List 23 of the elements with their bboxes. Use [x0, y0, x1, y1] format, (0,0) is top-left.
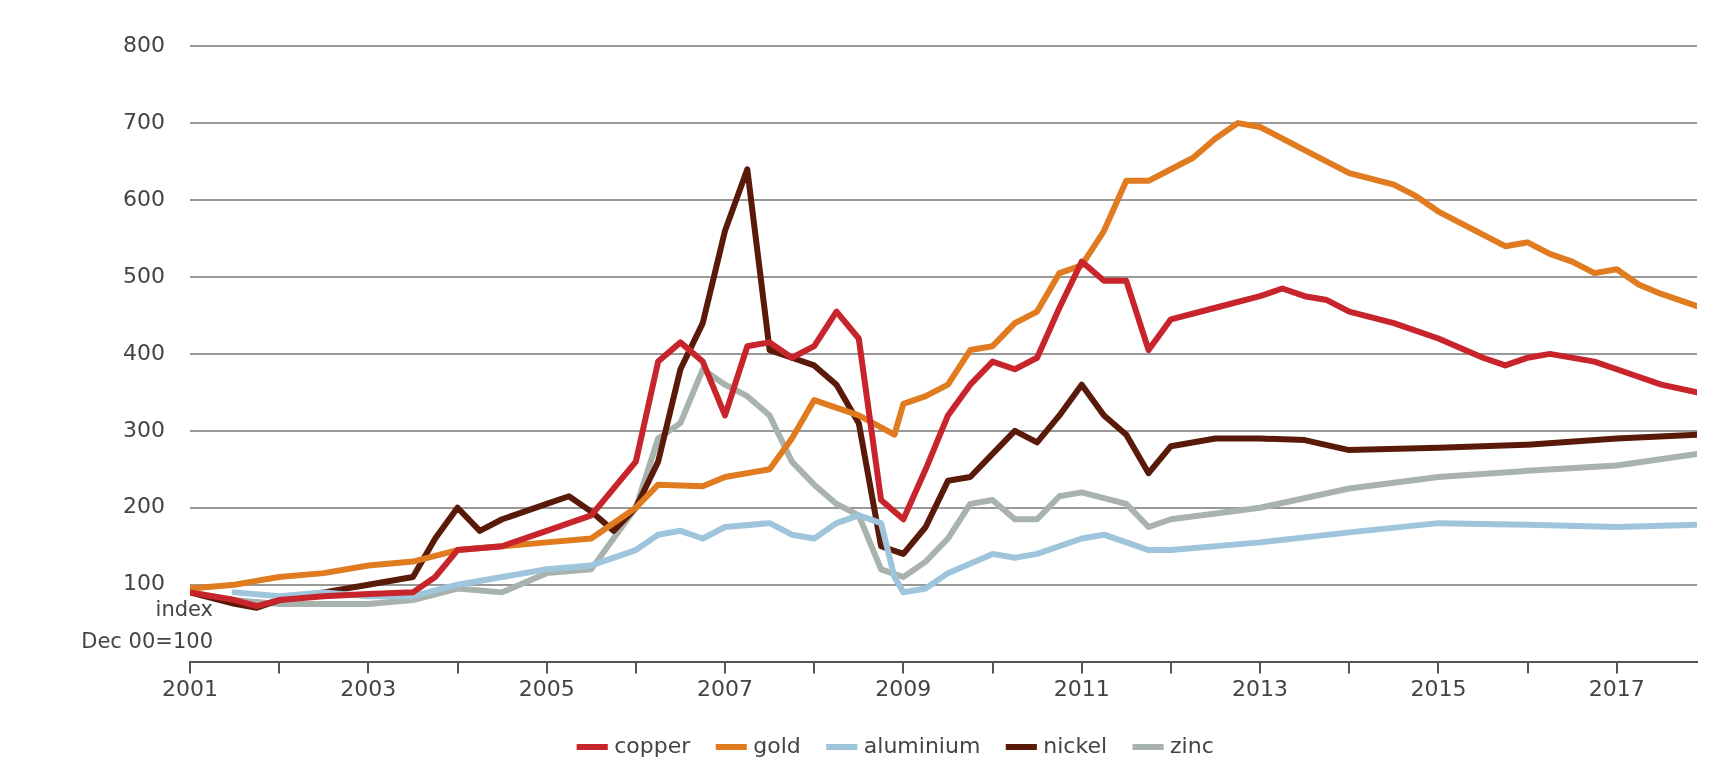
x-tick-label: 2011 [1053, 675, 1110, 701]
y-tick-label: 200 [122, 493, 165, 519]
y-tick-label: 400 [122, 339, 165, 365]
legend-label: aluminium [863, 732, 981, 758]
x-tick-label: 2013 [1232, 675, 1289, 701]
x-tick-label: 2009 [875, 675, 932, 701]
x-tick-label: 2005 [518, 675, 575, 701]
y-tick-label: 600 [122, 185, 165, 211]
y-axis-title: index Dec 00=100 [80, 597, 213, 655]
x-tick-label: 2001 [161, 675, 218, 701]
x-tick-label: 2007 [697, 675, 754, 701]
x-tick-label: 2017 [1588, 675, 1645, 701]
y-tick-label: 700 [122, 108, 165, 134]
legend-label: zinc [1170, 732, 1214, 758]
y-tick-label: 500 [122, 262, 165, 288]
legend-label: gold [753, 732, 801, 758]
x-tick-label: 2015 [1410, 675, 1467, 701]
y-tick-label: 100 [122, 570, 165, 596]
y-tick-label: 300 [122, 416, 165, 442]
legend-label: nickel [1043, 732, 1108, 758]
y-tick-label: 800 [122, 31, 165, 57]
legend-label: copper [614, 732, 692, 758]
x-tick-label: 2003 [340, 675, 397, 701]
